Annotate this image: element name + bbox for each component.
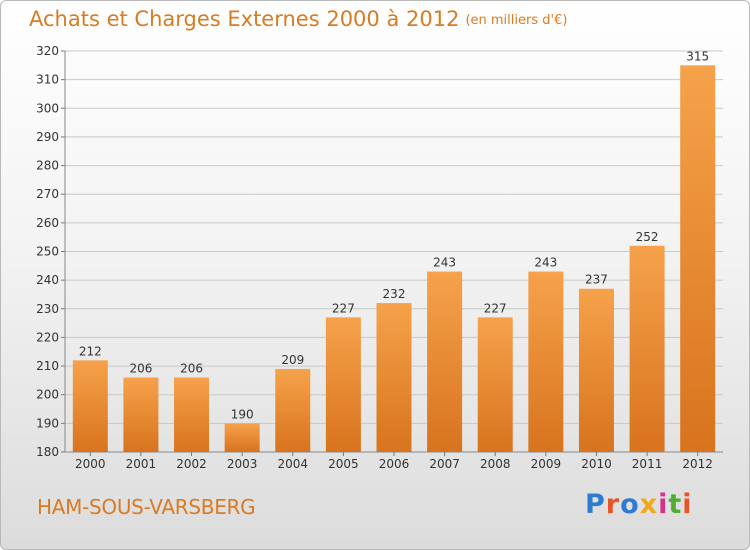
chart-title-text: Achats et Charges Externes 2000 à 2012 [29,7,460,31]
y-tick-label: 210 [36,359,59,373]
proxiti-logo: Proxiti [585,489,693,520]
bar-2000 [72,360,108,452]
logo-letter: i [682,489,693,520]
data-label-2007: 243 [433,256,456,270]
bar-2009 [528,271,564,452]
x-tick-label-2010: 2010 [581,457,612,471]
logo-letter: t [668,489,683,520]
y-tick-labels: 180 190 200 210 220 230 240 250 260 270 280 290 300 3… [36,44,59,459]
y-tick-label: 240 [36,273,59,287]
y-tick-label: 250 [36,245,59,259]
logo-letter: x [639,489,659,520]
logo-letter: o [620,489,640,520]
y-tick-label: 280 [36,159,59,173]
data-label-2011: 252 [636,230,659,244]
x-tick-label-2003: 2003 [227,457,258,471]
bar-2005 [325,317,361,452]
chart-title: Achats et Charges Externes 2000 à 2012 (e… [29,7,567,31]
bar-2011 [629,245,665,452]
x-tick-label-2009: 2009 [531,457,562,471]
x-tick-label-2007: 2007 [429,457,460,471]
x-tick-label-2000: 2000 [75,457,106,471]
x-tick-label-2011: 2011 [632,457,663,471]
y-tick-label: 180 [36,445,59,459]
x-tick-label-2012: 2012 [682,457,713,471]
y-tick-label: 260 [36,216,59,230]
x-tick-label-2001: 2001 [126,457,157,471]
data-label-2000: 212 [79,344,102,358]
bar-2008 [477,317,513,452]
y-tick-label: 230 [36,302,59,316]
y-tick-label: 320 [36,44,59,58]
data-labels: 212 206 206 190 209 227 232 243 227 243 237 252 315 [79,49,709,421]
x-tick-label-2005: 2005 [328,457,359,471]
logo-letter: P [585,489,606,520]
data-label-2010: 237 [585,273,608,287]
bars [72,65,716,453]
y-tick-label: 310 [36,73,59,87]
commune-name: HAM-SOUS-VARSBERG [37,495,256,519]
bar-2001 [123,377,159,452]
y-tick-label: 300 [36,101,59,115]
data-label-2004: 209 [281,353,304,367]
x-tick-label-2006: 2006 [379,457,410,471]
logo-letter: r [605,489,621,520]
data-label-2008: 227 [484,301,507,315]
logo-letter: i [658,489,669,520]
data-label-2012: 315 [686,49,709,63]
y-tick-label: 200 [36,388,59,402]
data-label-2001: 206 [129,362,152,376]
bar-2010 [578,288,614,452]
x-tick-labels: 2000 2001 2002 2003 2004 2005 2006 2007 2008 2009… [75,452,713,471]
data-label-2005: 227 [332,301,355,315]
data-label-2002: 206 [180,362,203,376]
data-label-2009: 243 [534,256,557,270]
bar-2003 [224,423,260,452]
x-tick-label-2004: 2004 [277,457,308,471]
data-label-2003: 190 [231,407,254,421]
x-tick-label-2002: 2002 [176,457,207,471]
data-label-2006: 232 [383,287,406,301]
bar-2012 [680,65,716,453]
y-tick-label: 270 [36,187,59,201]
y-tick-label: 220 [36,330,59,344]
x-tick-label-2008: 2008 [480,457,511,471]
bar-2006 [376,303,412,452]
bar-2002 [174,377,210,452]
bar-2007 [427,271,463,452]
chart-unit: (en milliers d'€) [465,13,568,28]
y-tick-label: 190 [36,416,59,430]
bar-2004 [275,368,311,452]
y-tick-label: 290 [36,130,59,144]
